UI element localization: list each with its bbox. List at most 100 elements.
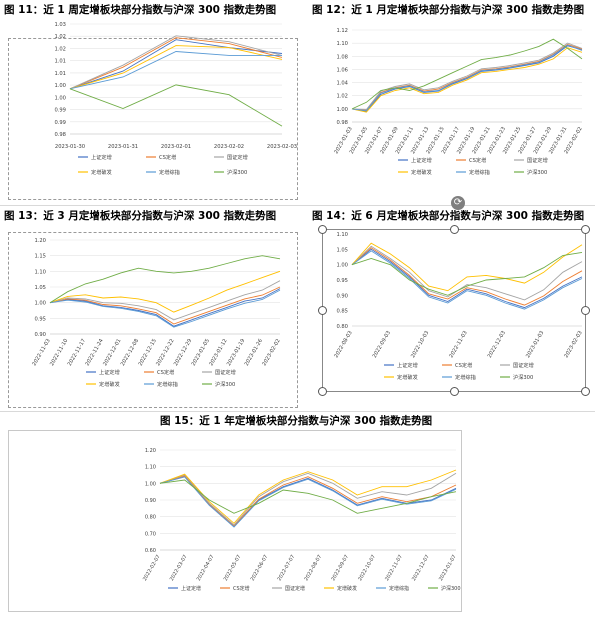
series-line-0	[351, 45, 583, 112]
y-tick-label: 1.03	[54, 22, 66, 28]
series-line-2	[69, 35, 283, 90]
y-tick-label: 0.90	[145, 498, 156, 504]
series-line-0	[351, 248, 583, 309]
y-tick-label: 1.00	[54, 83, 66, 89]
resize-handle[interactable]	[318, 387, 327, 396]
y-tick-label: 1.01	[54, 59, 66, 65]
legend-label: 沪深300	[527, 168, 547, 176]
x-tick-label: 2022-09-07	[330, 554, 350, 582]
legend-label: CS定增	[159, 153, 176, 161]
legend-label: 上证定增	[181, 585, 201, 592]
y-tick-label: 1.10	[34, 269, 46, 275]
x-tick-label: 2022-09-03	[372, 330, 392, 359]
x-tick-label: 2022-12-29	[173, 338, 193, 367]
series-line-3	[49, 270, 281, 313]
legend-label: 定增综指	[455, 373, 476, 381]
series-line-1	[159, 475, 457, 527]
y-tick-label: 1.05	[336, 247, 348, 253]
legend-label: 上证定增	[411, 156, 432, 164]
x-tick-label: 2022-07-07	[277, 554, 297, 582]
resize-handle[interactable]	[450, 387, 459, 396]
series-line-1	[49, 286, 281, 325]
y-tick-label: 1.15	[34, 254, 46, 260]
legend-label: 定增综指	[159, 168, 180, 176]
y-tick-label: 1.01	[54, 71, 66, 77]
resize-handle[interactable]	[318, 306, 327, 315]
chart-title-fig12: 图 12：近 1 月定增板块部分指数与沪深 300 指数走势图	[312, 4, 585, 16]
resize-handle[interactable]	[581, 225, 590, 234]
series-line-3	[351, 47, 583, 113]
x-tick-label: 2023-01-26	[244, 338, 264, 367]
series-line-0	[69, 39, 283, 90]
x-tick-label: 2023-01-30	[55, 144, 85, 150]
series-line-2	[351, 245, 583, 301]
y-tick-label: 1.20	[145, 448, 156, 454]
series-line-2	[351, 42, 583, 110]
series-line-4	[351, 44, 583, 112]
legend-label: CS定增	[469, 156, 486, 164]
y-tick-label: 1.08	[336, 54, 348, 60]
x-tick-label: 2023-01-19	[226, 338, 246, 367]
series-line-2	[49, 280, 281, 321]
legend-label: 上证定增	[91, 153, 112, 161]
legend-label: 定增破发	[99, 380, 120, 388]
chart-fig12: 1.121.101.081.061.041.021.000.982023-01-…	[333, 28, 583, 176]
y-tick-label: 1.10	[336, 41, 348, 47]
x-tick-label: 2022-12-15	[138, 338, 158, 367]
legend-label: 沪深300	[215, 380, 235, 388]
x-tick-label: 2022-03-07	[169, 554, 189, 582]
x-tick-label: 2022-04-07	[196, 554, 216, 582]
legend-label: 定增破发	[397, 373, 418, 381]
y-tick-label: 1.00	[336, 263, 348, 269]
legend-label: 上证定增	[99, 368, 120, 376]
chart-frame-fig15	[8, 430, 462, 612]
x-tick-label: 2022-11-17	[67, 338, 87, 367]
y-tick-label: 1.00	[336, 107, 348, 113]
x-tick-label: 2022-11-03	[448, 330, 468, 359]
y-tick-label: 1.00	[145, 481, 156, 487]
x-tick-label: 2022-11-10	[49, 338, 69, 367]
resize-handle[interactable]	[581, 306, 590, 315]
x-tick-label: 2022-11-03	[31, 338, 51, 367]
chart-frame-fig13	[8, 232, 298, 408]
x-tick-label: 2023-02-02	[214, 144, 244, 150]
resize-handle[interactable]	[318, 225, 327, 234]
y-tick-label: 0.90	[336, 293, 348, 299]
series-line-1	[351, 44, 583, 111]
resize-handle[interactable]	[581, 387, 590, 396]
series-line-5	[351, 38, 583, 110]
legend-label: 定增综指	[389, 585, 409, 592]
y-tick-label: 1.05	[34, 285, 46, 291]
y-tick-label: 1.00	[54, 95, 66, 101]
y-tick-label: 1.02	[54, 46, 66, 52]
chart-title-fig11: 图 11：近 1 周定增板块部分指数与沪深 300 指数走势图	[4, 4, 277, 16]
chart-title-fig14: 图 14：近 6 月定增板块部分指数与沪深 300 指数走势图	[312, 210, 585, 222]
series-line-5	[49, 255, 281, 304]
resize-handle[interactable]	[450, 225, 459, 234]
separator-line	[0, 205, 595, 206]
rotate-handle-icon[interactable]: ⟳	[451, 196, 465, 210]
x-tick-label: 2022-08-03	[333, 330, 353, 359]
y-tick-label: 1.20	[34, 238, 46, 244]
x-tick-label: 2022-12-08	[120, 338, 140, 367]
series-line-4	[351, 250, 583, 310]
x-tick-label: 2022-12-01	[102, 338, 122, 367]
series-line-4	[159, 476, 457, 528]
series-line-4	[69, 51, 282, 90]
x-tick-label: 2022-11-07	[384, 554, 404, 582]
y-tick-label: 0.60	[145, 548, 156, 554]
series-line-5	[69, 84, 283, 127]
legend-label: 国证定增	[527, 156, 548, 164]
chart-fig11: 1.03 1.02 1.02 1.01 1.01 1.00 1.00 0.99 0.99 0.98…	[54, 22, 297, 176]
x-tick-label: 2023-01-07	[438, 554, 458, 582]
x-tick-label: 2023-02-03	[267, 144, 297, 150]
x-tick-label: 2022-06-07	[250, 554, 270, 582]
legend-label: 国证定增	[215, 368, 236, 376]
legend-label: 国证定增	[513, 361, 534, 369]
series-line-5	[159, 479, 457, 514]
x-tick-label: 2023-01-12	[208, 338, 228, 367]
y-tick-label: 1.02	[54, 34, 66, 40]
x-tick-label: 2023-02-03	[563, 330, 583, 359]
